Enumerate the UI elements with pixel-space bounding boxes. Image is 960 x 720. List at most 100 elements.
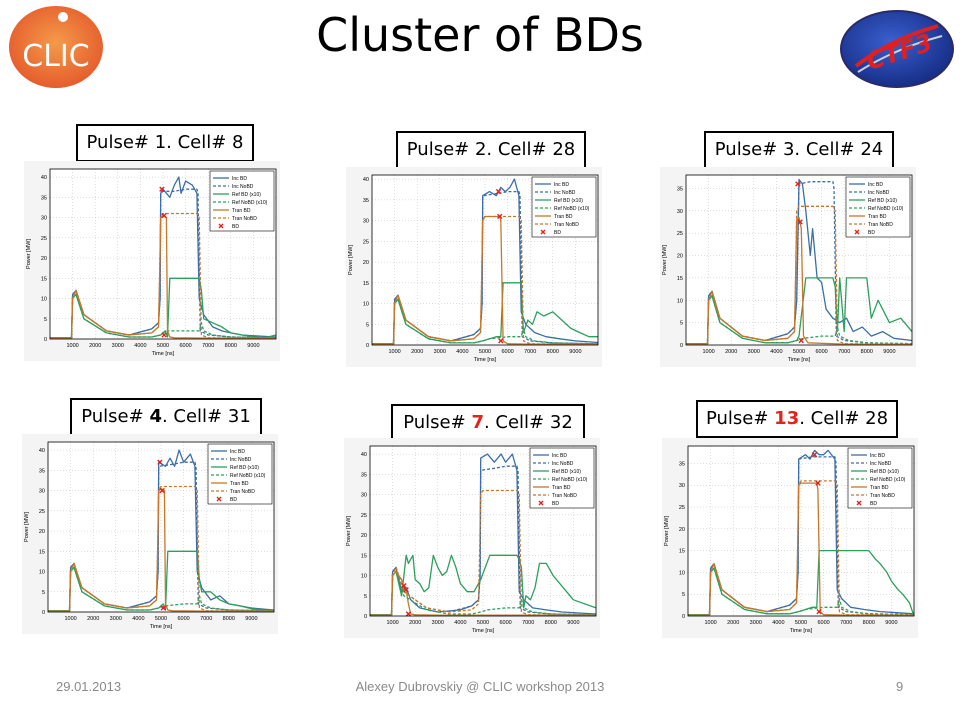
y-tick-label: 20: [39, 529, 45, 535]
bd-marker: [495, 188, 502, 195]
y-tick-label: 25: [679, 505, 685, 511]
x-tick-label: 1000: [64, 616, 76, 622]
x-tick-label: 2000: [89, 343, 101, 349]
legend-entry: Tran BD: [554, 214, 573, 220]
y-tick-label: 20: [677, 254, 683, 260]
legend-entry: BD: [868, 230, 875, 236]
bd-marker: [161, 332, 167, 338]
y-axis-label: Power [MW]: [662, 245, 668, 275]
legend-marker-bd: [856, 500, 862, 506]
y-tick-label: 10: [677, 298, 683, 304]
pulse-label-2: Pulse# 2. Cell# 28: [396, 131, 586, 169]
y-tick-label: 40: [41, 175, 47, 181]
legend-entry: Tran NoBD: [230, 489, 255, 495]
x-tick-label: 6000: [815, 349, 827, 355]
series-line-inc-nobd: [370, 465, 597, 616]
plot-border: [687, 445, 915, 617]
y-tick-label: 5: [366, 322, 369, 328]
legend-entry: Tran NoBD: [232, 216, 257, 222]
x-tick-label: 8000: [545, 620, 557, 626]
chart-pulse-1: 1000 2000 3000 4000 5000 6000 7000 8000 9000 0 5 10…: [24, 161, 280, 361]
plot-border: [369, 445, 597, 617]
legend-entry: Tran NoBD: [552, 493, 577, 499]
legend-box: [209, 170, 275, 232]
page-number: 9: [896, 679, 904, 694]
bd-marker: [157, 459, 163, 465]
legend-entry: Inc NoBD: [552, 461, 574, 467]
series-line-tran-nobd: [48, 485, 275, 612]
bd-marker: [816, 608, 822, 615]
y-tick-label: 30: [363, 219, 369, 225]
footer-date: 29.01.2013: [56, 679, 122, 694]
legend-entry: Tran BD: [868, 214, 887, 220]
legend-entry: Tran BD: [232, 208, 251, 214]
legend-box: [531, 176, 597, 238]
x-tick-label: 5000: [155, 616, 167, 622]
legend-entry: Inc BD: [870, 453, 885, 459]
x-tick-label: 7000: [524, 349, 536, 355]
legend-entry: Ref BD (x10): [230, 465, 259, 471]
x-tick-label: 4000: [770, 349, 782, 355]
y-tick-label: 5: [682, 592, 685, 598]
x-tick-label: 7000: [200, 616, 212, 622]
bd-marker: [498, 338, 504, 344]
legend-marker-bd: [854, 229, 860, 235]
legend-entry: Inc BD: [554, 182, 569, 188]
y-tick-label: 5: [42, 590, 45, 596]
bd-marker: [815, 480, 821, 486]
x-tick-label: 7000: [840, 620, 852, 626]
x-tick-label: 6000: [501, 349, 513, 355]
y-tick-label: 0: [680, 343, 683, 349]
x-tick-label: 1000: [704, 620, 716, 626]
x-tick-label: 8000: [223, 616, 235, 622]
legend-box: [207, 443, 273, 505]
y-tick-label: 15: [363, 281, 369, 287]
series-line-tran-nobd: [370, 489, 597, 616]
x-tick-label: 5000: [157, 343, 169, 349]
bd-marker: [161, 212, 167, 219]
x-tick-label: 5000: [793, 349, 805, 355]
legend-box: [845, 176, 911, 238]
y-tick-label: 30: [41, 216, 47, 222]
x-tick-label: 6000: [499, 620, 511, 626]
footer-title: Alexey Dubrovskiy @ CLIC workshop 2013: [355, 679, 605, 694]
y-axis-label: Power [MW]: [26, 239, 32, 269]
y-tick-label: 20: [679, 527, 685, 533]
x-tick-label: 2000: [409, 620, 421, 626]
x-tick-label: 9000: [885, 620, 897, 626]
legend-entry: Inc BD: [230, 449, 245, 455]
x-tick-label: 9000: [883, 349, 895, 355]
x-axis-label: Time [ns]: [790, 628, 813, 634]
y-tick-label: 15: [41, 276, 47, 282]
x-tick-label: 3000: [750, 620, 762, 626]
series-line-ref-bd-x10-: [686, 277, 913, 345]
pulse-label-6: Pulse# 13. Cell# 28: [696, 400, 898, 438]
x-tick-label: 4000: [772, 620, 784, 626]
legend-entry: Ref NoBD (x10): [870, 477, 906, 483]
series-line-ref-nobd-x10-: [50, 293, 277, 339]
y-tick-label: 5: [44, 317, 47, 323]
x-tick-label: 3000: [112, 343, 124, 349]
x-tick-label: 2000: [411, 349, 423, 355]
legend-entry: Tran NoBD: [554, 222, 579, 228]
series-line-inc-nobd: [688, 456, 915, 616]
legend-entry: Ref BD (x10): [552, 469, 581, 475]
legend-entry: Ref NoBD (x10): [232, 200, 268, 206]
y-tick-label: 30: [679, 483, 685, 489]
y-tick-label: 0: [44, 337, 47, 343]
y-tick-label: 0: [42, 610, 45, 616]
x-axis-label: Time [ns]: [150, 624, 173, 630]
y-tick-label: 5: [364, 594, 367, 600]
bd-marker: [811, 452, 818, 458]
legend-entry: Ref NoBD (x10): [868, 206, 904, 212]
series-line-ref-nobd-x10-: [370, 570, 597, 616]
x-tick-label: 9000: [247, 343, 259, 349]
y-tick-label: 0: [364, 614, 367, 620]
series-line-tran-nobd: [50, 212, 277, 339]
y-tick-label: 25: [39, 509, 45, 515]
series-line-tran-nobd: [686, 205, 913, 345]
x-tick-label: 3000: [432, 620, 444, 626]
y-tick-label: 20: [41, 256, 47, 262]
chart-pulse-3: 1000 2000 3000 4000 5000 6000 7000 8000 9000 0 5 10…: [660, 167, 916, 367]
bd-marker: [496, 213, 503, 220]
